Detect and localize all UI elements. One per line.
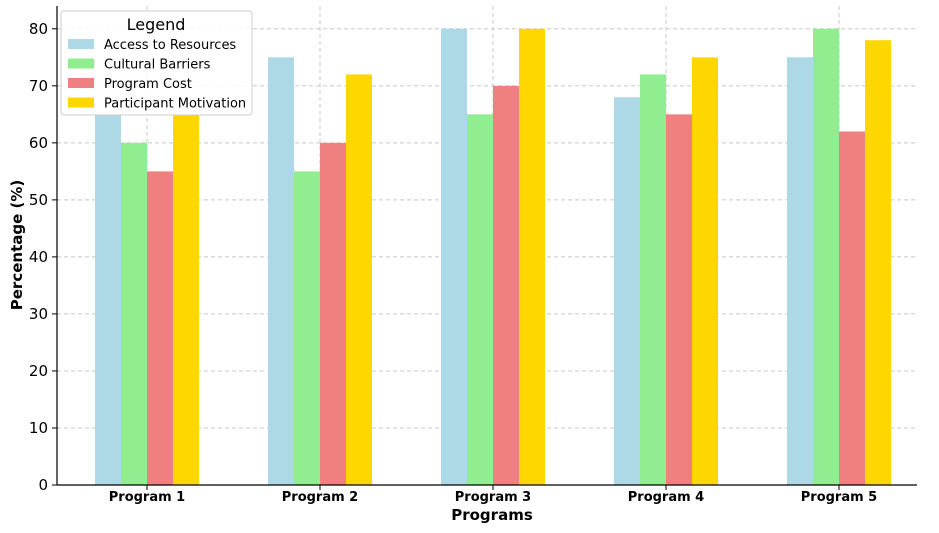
- bar-access-to-resources: [95, 114, 121, 485]
- x-tick-label: Program 4: [628, 490, 704, 505]
- legend-title: Legend: [127, 15, 186, 34]
- bar-program-cost: [147, 171, 173, 485]
- bar-participant-motivation: [173, 114, 199, 485]
- bar-participant-motivation: [519, 28, 545, 486]
- y-tick-label: 50: [29, 191, 48, 209]
- legend: Legend Access to Resources Cultural Barri…: [60, 10, 253, 116]
- bar-cultural-barriers: [294, 171, 320, 485]
- bars: [95, 28, 891, 486]
- legend-swatch: [68, 39, 94, 49]
- bar-cultural-barriers: [121, 142, 147, 485]
- y-tick-label: 40: [29, 248, 48, 266]
- bar-access-to-resources: [787, 57, 813, 485]
- legend-swatch: [68, 97, 94, 108]
- y-axis-title: Percentage (%): [8, 180, 26, 310]
- legend-label: Participant Motivation: [104, 97, 246, 112]
- legend-frame: [60, 10, 253, 116]
- legend-swatch: [68, 58, 94, 69]
- bar-program-cost: [320, 142, 346, 485]
- legend-items: Access to Resources Cultural Barriers Prog…: [68, 38, 246, 112]
- y-ticks: 0 10 20 30 40 50 60 70 80: [29, 20, 57, 494]
- x-tick-label: Program 1: [109, 490, 185, 505]
- bar-access-to-resources: [268, 57, 294, 485]
- bar-access-to-resources: [441, 28, 467, 486]
- bar-participant-motivation: [865, 40, 891, 485]
- bar-cultural-barriers: [640, 74, 666, 485]
- y-tick-label: 10: [29, 419, 48, 437]
- bar-program-cost: [839, 131, 865, 485]
- y-tick-label: 60: [29, 134, 48, 152]
- y-tick-label: 30: [29, 305, 48, 323]
- y-tick-label: 80: [29, 20, 48, 38]
- bar-cultural-barriers: [467, 114, 493, 485]
- x-axis-title: Programs: [451, 506, 533, 524]
- bar-program-cost: [493, 85, 519, 485]
- bar-participant-motivation: [346, 74, 372, 485]
- x-tick-label: Program 3: [455, 490, 531, 505]
- bar-program-cost: [666, 114, 692, 485]
- legend-label: Cultural Barriers: [104, 58, 211, 73]
- x-ticks: Program 1 Program 2 Program 3 Program 4 Prog…: [109, 485, 877, 505]
- legend-label: Access to Resources: [104, 38, 236, 53]
- bar-access-to-resources: [614, 97, 640, 485]
- legend-swatch: [68, 78, 94, 88]
- x-tick-label: Program 2: [282, 490, 358, 505]
- bar-participant-motivation: [692, 57, 718, 485]
- legend-label: Program Cost: [104, 77, 192, 92]
- y-tick-label: 70: [29, 77, 48, 95]
- y-tick-label: 0: [38, 476, 48, 494]
- x-tick-label: Program 5: [801, 490, 877, 505]
- bar-cultural-barriers: [813, 28, 839, 486]
- y-tick-label: 20: [29, 362, 48, 380]
